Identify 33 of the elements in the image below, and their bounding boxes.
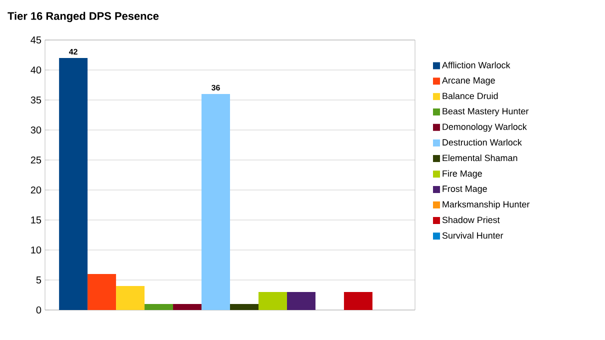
bar xyxy=(202,94,230,310)
bar xyxy=(344,292,372,310)
bar xyxy=(258,292,287,310)
legend-label: Affliction Warlock xyxy=(442,62,510,68)
y-tick-label: 0 xyxy=(36,306,42,314)
y-tick-label: 5 xyxy=(36,276,42,284)
y-tick-label: 25 xyxy=(30,156,42,164)
y-tick-label: 35 xyxy=(30,96,42,104)
legend-label: Beast Mastery Hunter xyxy=(442,108,529,116)
legend-label: Demonology Warlock xyxy=(442,123,527,132)
bar xyxy=(88,274,116,310)
bar xyxy=(116,286,145,310)
chart-title: Tier 16 Ranged DPS Pesence xyxy=(8,12,159,22)
y-tick-label: 40 xyxy=(30,66,42,74)
bar xyxy=(230,304,258,310)
legend-label: Frost Mage xyxy=(442,186,487,194)
bar xyxy=(173,304,202,310)
y-tick-label: 15 xyxy=(31,216,42,224)
legend-label: Destruction Warlock xyxy=(442,138,522,146)
bar xyxy=(59,58,88,310)
legend-label: Shadow Priest xyxy=(442,216,500,224)
legend-label: Marksmanship Hunter xyxy=(442,200,530,210)
legend-label: Survival Hunter xyxy=(442,232,504,239)
y-tick-label: 10 xyxy=(31,246,42,254)
legend-label: Fire Mage xyxy=(442,170,482,178)
legend-label: Balance Druid xyxy=(442,92,498,100)
bar xyxy=(144,304,174,310)
bar xyxy=(286,292,316,310)
y-tick-label: 30 xyxy=(30,126,42,134)
y-tick-label: 20 xyxy=(30,186,42,194)
legend-label: Elemental Shaman xyxy=(442,154,518,162)
legend-label: Arcane Mage xyxy=(442,77,495,86)
y-tick-label: 45 xyxy=(30,36,42,44)
